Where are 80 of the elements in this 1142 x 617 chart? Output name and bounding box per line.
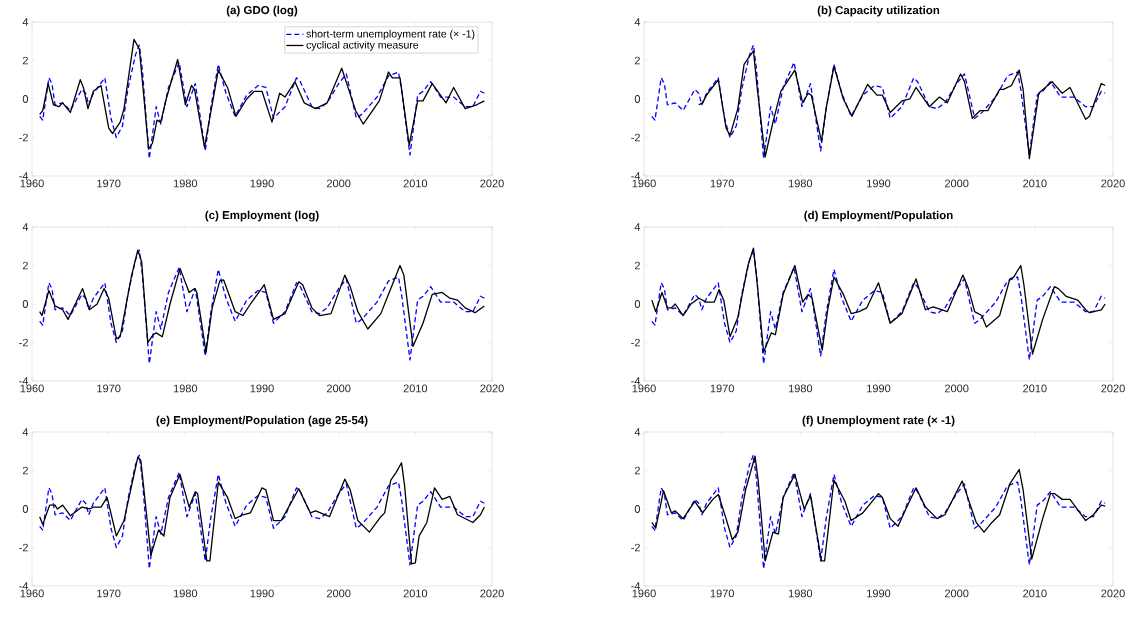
- x-tick-label: 2020: [1101, 589, 1125, 598]
- chart-title: (a) GDO (log): [226, 5, 298, 17]
- x-tick-label: 2000: [326, 179, 351, 188]
- y-tick-label: 4: [22, 428, 29, 436]
- x-tick-label: 2020: [1101, 384, 1125, 393]
- y-tick-label: -4: [19, 582, 29, 590]
- x-tick-label: 1990: [250, 384, 274, 393]
- y-tick-label: -4: [631, 172, 641, 180]
- x-tick-label: 1960: [20, 589, 44, 598]
- x-tick-label: 1970: [97, 384, 121, 393]
- x-tick-label: 1960: [632, 384, 656, 393]
- x-tick-label: 1980: [173, 589, 198, 598]
- y-tick-label: 2: [22, 466, 28, 475]
- y-tick-label: -2: [631, 133, 640, 142]
- y-tick-label: -2: [19, 338, 28, 347]
- x-tick-label: 1960: [20, 384, 44, 393]
- x-tick-label: 2010: [403, 179, 428, 188]
- x-tick-label: 1980: [788, 179, 813, 188]
- x-tick-label: 1990: [867, 179, 891, 188]
- x-tick-label: 2020: [480, 384, 504, 393]
- y-tick-label: 2: [22, 56, 28, 65]
- x-tick-label: 1990: [867, 384, 891, 393]
- x-tick-label: 2000: [326, 384, 351, 393]
- y-tick-label: 0: [634, 505, 641, 513]
- y-tick-label: 0: [634, 300, 641, 308]
- x-tick-label: 1970: [710, 589, 734, 598]
- legend-label: short-term unemployment rate (× -1): [306, 29, 475, 40]
- x-tick-label: 1980: [173, 179, 198, 188]
- x-tick-label: 1970: [97, 179, 121, 188]
- x-tick-label: 2010: [1023, 384, 1047, 393]
- y-tick-label: 0: [22, 505, 29, 513]
- y-tick-label: -4: [19, 172, 29, 180]
- y-tick-label: 2: [634, 56, 640, 65]
- y-tick-label: -4: [631, 582, 641, 590]
- x-tick-label: 1970: [97, 589, 121, 598]
- legend-label: cyclical activity measure: [306, 40, 419, 51]
- y-tick-label: 0: [22, 95, 29, 103]
- y-tick-label: 2: [634, 261, 640, 270]
- x-tick-label: 1990: [867, 589, 891, 598]
- x-tick-label: 2010: [1023, 589, 1047, 598]
- y-tick-label: 4: [22, 223, 29, 231]
- x-tick-label: 2020: [480, 179, 504, 188]
- x-tick-label: 1960: [20, 179, 44, 188]
- chart-title: (e) Employment/Population (age 25-54): [156, 415, 368, 427]
- x-tick-label: 1980: [788, 384, 813, 393]
- x-tick-label: 1980: [173, 384, 198, 393]
- y-tick-label: -2: [19, 133, 28, 142]
- y-tick-label: 4: [22, 18, 29, 26]
- y-tick-label: 2: [634, 466, 640, 475]
- y-tick-label: 4: [634, 223, 641, 231]
- x-tick-label: 1980: [788, 589, 813, 598]
- y-tick-label: 0: [22, 300, 29, 308]
- y-tick-label: 4: [634, 18, 641, 26]
- x-tick-label: 2010: [403, 589, 428, 598]
- chart-title: (c) Employment (log): [205, 210, 319, 222]
- chart-title: (b) Capacity utilization: [817, 5, 940, 17]
- x-tick-label: 2000: [944, 179, 969, 188]
- x-tick-label: 1990: [250, 179, 274, 188]
- x-tick-label: 2000: [944, 589, 969, 598]
- x-tick-label: 2020: [480, 589, 504, 598]
- chart-title: (d) Employment/Population: [804, 210, 953, 222]
- x-tick-label: 2000: [326, 589, 351, 598]
- x-tick-label: 1970: [710, 384, 734, 393]
- y-tick-label: 4: [634, 428, 641, 436]
- y-tick-label: -4: [19, 377, 29, 385]
- y-tick-label: -4: [631, 377, 641, 385]
- y-tick-label: -2: [631, 338, 640, 347]
- chart-title: (f) Unemployment rate (× -1): [802, 415, 955, 427]
- y-tick-label: 0: [634, 95, 641, 103]
- x-tick-label: 2000: [944, 384, 969, 393]
- x-tick-label: 2010: [403, 384, 428, 393]
- x-tick-label: 1970: [710, 179, 734, 188]
- x-tick-label: 1960: [632, 179, 656, 188]
- x-tick-label: 1990: [250, 589, 274, 598]
- y-tick-label: 2: [22, 261, 28, 270]
- x-tick-label: 2020: [1101, 179, 1125, 188]
- y-tick-label: -2: [19, 543, 28, 552]
- y-tick-label: -2: [631, 543, 640, 552]
- x-tick-label: 2010: [1023, 179, 1047, 188]
- x-tick-label: 1960: [632, 589, 656, 598]
